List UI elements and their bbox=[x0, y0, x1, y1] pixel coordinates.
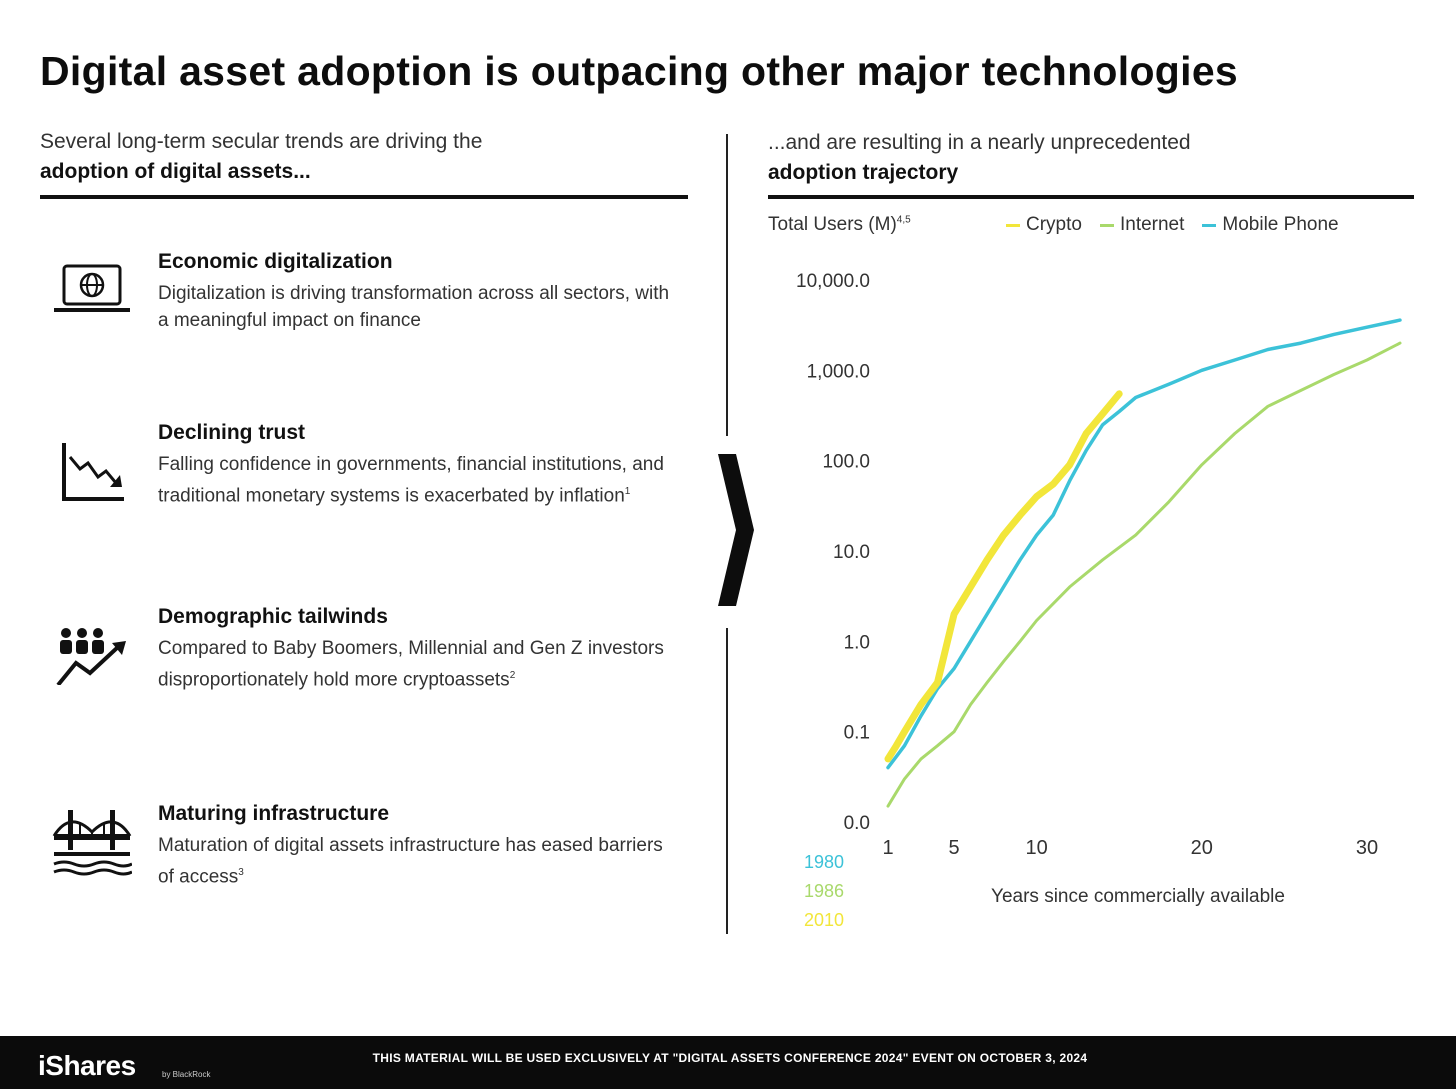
bridge-icon bbox=[52, 810, 132, 876]
legend-label: Mobile Phone bbox=[1222, 214, 1339, 235]
left-divider-rule bbox=[40, 195, 688, 199]
footnote-marker: 3 bbox=[238, 867, 244, 878]
left-intro-line1: Several long-term secular trends are dri… bbox=[40, 130, 483, 153]
legend-label: Crypto bbox=[1026, 214, 1082, 235]
chevron-right-icon bbox=[718, 454, 754, 606]
start-year-crypto: 2010 bbox=[804, 910, 845, 930]
adoption-line-chart: 0.0 0.1 1.0 10.0 100.0 1,000.0 10,000.0 1 5 10 20 3… bbox=[796, 271, 1402, 907]
footnote-marker: 1 bbox=[624, 486, 631, 497]
legend-swatch bbox=[1006, 223, 1020, 227]
column-divider-top bbox=[726, 134, 728, 436]
footer-disclaimer: THIS MATERIAL WILL BE USED EXCLUSIVELY A… bbox=[372, 1051, 1088, 1065]
trend-body: Maturation of digital assets infrastruct… bbox=[158, 835, 663, 888]
y-tick-label: 1,000.0 bbox=[807, 361, 870, 382]
y-tick-label: 10,000.0 bbox=[796, 271, 870, 292]
footer-bar: iShares by BlackRock THIS MATERIAL WILL … bbox=[0, 1036, 1456, 1089]
start-year-legend: 1980 1986 2010 bbox=[804, 848, 844, 935]
y-tick-label: 1.0 bbox=[844, 632, 870, 653]
trend-body: Falling confidence in governments, finan… bbox=[158, 454, 664, 507]
series-line-internet bbox=[886, 341, 1402, 808]
legend-swatch bbox=[1099, 223, 1114, 227]
x-tick-label: 1 bbox=[882, 837, 893, 859]
legend-item-internet: Internet bbox=[1099, 214, 1185, 236]
y-tick-label: 0.1 bbox=[844, 723, 870, 744]
legend-item-mobile-phone: Mobile Phone bbox=[1202, 214, 1339, 236]
x-axis-title: Years since commercially available bbox=[991, 886, 1285, 907]
y-axis-title: Total Users (M)4,5 bbox=[768, 214, 911, 235]
legend-label: Internet bbox=[1119, 214, 1185, 235]
footnote-marker: 2 bbox=[509, 670, 516, 681]
x-tick-label: 20 bbox=[1191, 837, 1213, 859]
series-line-crypto bbox=[884, 390, 1123, 763]
right-intro-line2: adoption trajectory bbox=[768, 161, 959, 184]
start-year-mobile-phone: 1980 bbox=[804, 852, 845, 872]
y-tick-label: 10.0 bbox=[833, 542, 870, 563]
people-growth-icon bbox=[56, 628, 126, 685]
ishares-logo: iShares bbox=[38, 1050, 136, 1081]
column-divider-bottom bbox=[726, 628, 728, 934]
start-year-internet: 1986 bbox=[804, 881, 845, 901]
trend-body: Compared to Baby Boomers, Millennial and… bbox=[158, 638, 664, 691]
right-intro: ...and are resulting in a nearly unprece… bbox=[768, 131, 1414, 185]
series-line-mobile-phone bbox=[886, 318, 1402, 770]
left-intro-line2: adoption of digital assets... bbox=[40, 160, 311, 183]
trend-title: Demographic tailwinds bbox=[158, 605, 388, 628]
y-tick-label: 0.0 bbox=[844, 813, 870, 834]
logo-subtitle: by BlackRock bbox=[162, 1070, 211, 1079]
right-divider-rule bbox=[768, 195, 1414, 199]
footnote-marker: 4,5 bbox=[896, 214, 911, 226]
chart-legend: Crypto Internet Mobile Phone bbox=[1006, 214, 1339, 236]
legend-swatch bbox=[1202, 223, 1217, 227]
trend-title: Declining trust bbox=[158, 421, 306, 444]
x-tick-label: 10 bbox=[1026, 837, 1048, 859]
right-intro-line1: ...and are resulting in a nearly unprece… bbox=[768, 131, 1191, 154]
x-tick-label: 5 bbox=[949, 837, 960, 859]
page-title: Digital asset adoption is outpacing othe… bbox=[40, 48, 1239, 94]
x-tick-label: 30 bbox=[1356, 837, 1378, 859]
declining-chart-icon bbox=[62, 443, 124, 501]
laptop-globe-icon bbox=[54, 264, 130, 312]
trend-title: Economic digitalization bbox=[158, 250, 393, 273]
legend-item-crypto: Crypto bbox=[1006, 214, 1082, 236]
y-tick-label: 100.0 bbox=[822, 452, 870, 473]
trend-title: Maturing infrastructure bbox=[158, 802, 390, 825]
trend-body: Digitalization is driving transformation… bbox=[158, 283, 670, 331]
left-intro: Several long-term secular trends are dri… bbox=[40, 130, 688, 184]
